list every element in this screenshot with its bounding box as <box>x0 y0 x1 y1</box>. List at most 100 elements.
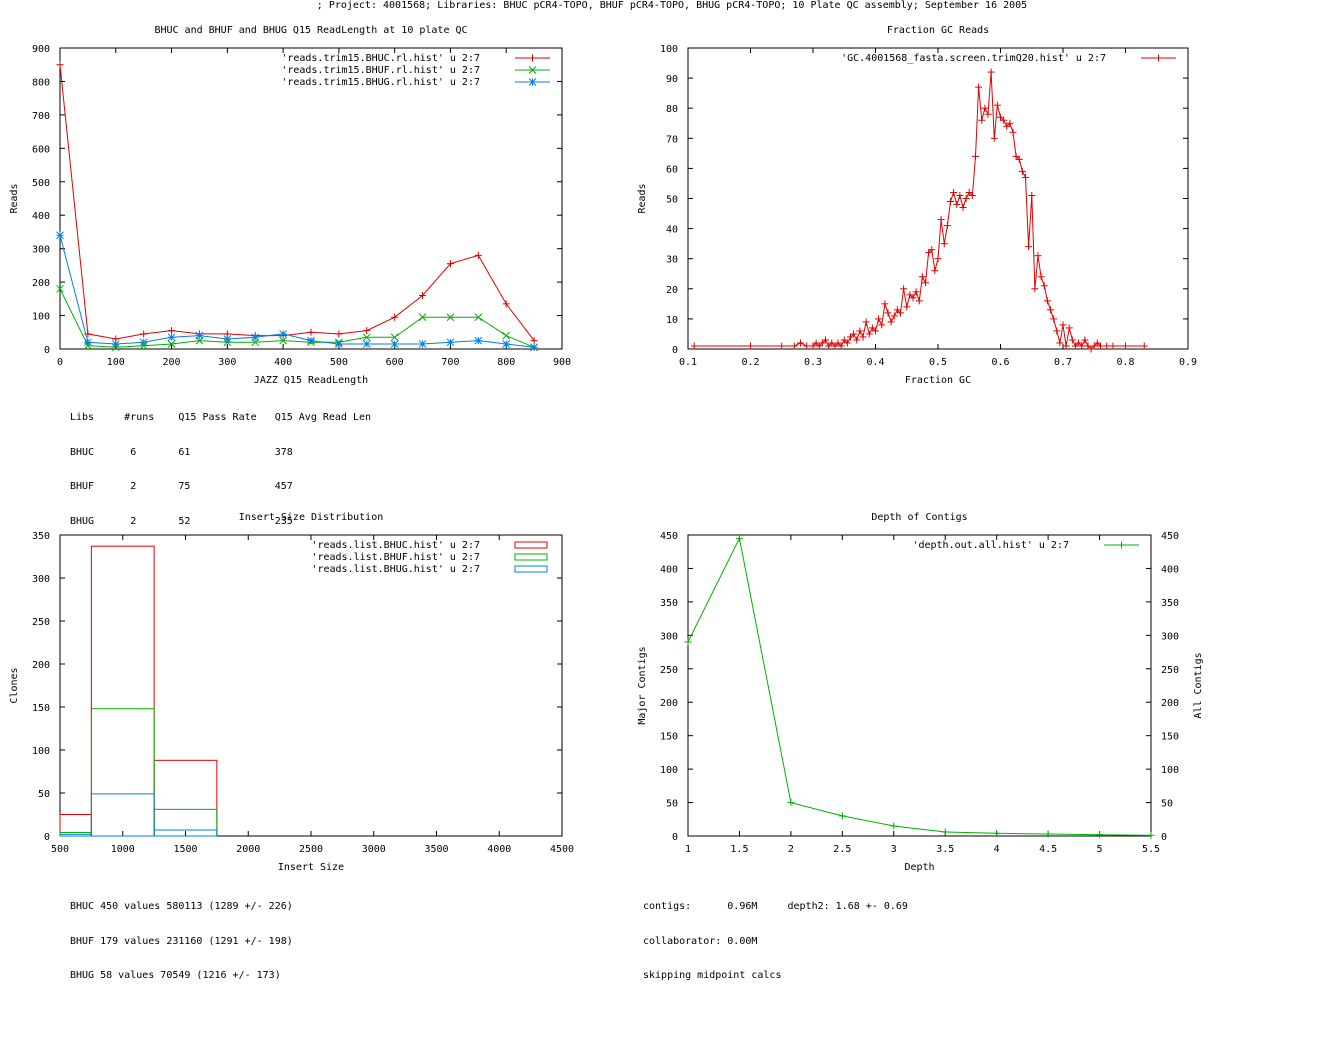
series-line <box>694 72 1145 350</box>
x-tick-label: 100 <box>107 357 125 368</box>
data-point <box>111 340 120 348</box>
data-point <box>1003 122 1011 130</box>
x-tick-label: 400 <box>274 357 292 368</box>
plot-frame <box>59 47 563 350</box>
data-point <box>790 342 798 350</box>
x-tick-label: 200 <box>163 357 181 368</box>
y-tick-label: 200 <box>32 278 50 289</box>
data-point <box>903 303 911 311</box>
data-point <box>1028 191 1036 199</box>
data-point <box>167 340 176 348</box>
y-tick-label: 300 <box>32 245 50 256</box>
y-axis-label: Clones <box>9 667 20 703</box>
data-point <box>418 340 427 348</box>
y-tick-label: 400 <box>660 564 678 575</box>
y-tick-label: 100 <box>32 312 50 323</box>
data-point <box>419 291 427 299</box>
y2-tick-label: 300 <box>1161 631 1179 642</box>
x-tick-label: 900 <box>553 357 571 368</box>
data-point <box>1097 342 1104 350</box>
data-point <box>847 333 854 341</box>
data-point <box>56 284 64 293</box>
data-point <box>139 338 148 347</box>
x-tick-label: 3000 <box>362 844 386 855</box>
y-tick-label: 40 <box>666 225 678 236</box>
data-point <box>1040 282 1048 290</box>
data-point <box>831 342 839 350</box>
x-tick-label: 300 <box>218 357 236 368</box>
y-axis-label: Reads <box>637 183 648 213</box>
y2-tick-label: 0 <box>1161 832 1167 843</box>
plot-frame <box>59 534 563 837</box>
data-point <box>1012 152 1020 160</box>
data-point <box>1000 116 1008 124</box>
chart-title: BHUC and BHUF and BHUG Q15 ReadLength at… <box>154 25 467 36</box>
data-point <box>993 829 1001 837</box>
data-point <box>502 340 511 348</box>
data-point <box>906 291 914 299</box>
x-tick-label: 4.5 <box>1039 844 1057 855</box>
data-point <box>997 113 1004 121</box>
data-point <box>1084 342 1092 350</box>
x-tick-label: 5.5 <box>1142 844 1160 855</box>
data-point <box>530 337 538 345</box>
depth-stats-row: collaborator: 0.00M <box>643 935 758 947</box>
x-axis-label: Depth <box>904 862 934 873</box>
data-point <box>875 315 883 323</box>
series-line <box>59 64 535 341</box>
data-point <box>1015 155 1023 163</box>
data-point <box>918 273 926 281</box>
x-tick-label: 5 <box>1097 844 1103 855</box>
data-point <box>934 255 942 263</box>
x-tick-label: 1 <box>685 844 691 855</box>
data-point <box>990 134 998 142</box>
data-point <box>968 191 976 199</box>
x-tick-label: 0.7 <box>1054 357 1072 368</box>
x-tick-label: 0 <box>57 357 63 368</box>
y2-tick-label: 450 <box>1161 531 1179 542</box>
y-tick-label: 50 <box>38 789 50 800</box>
y-tick-label: 250 <box>660 665 678 676</box>
data-point <box>1034 252 1042 260</box>
data-point <box>1087 345 1095 353</box>
data-point <box>1047 306 1054 314</box>
data-point <box>502 300 510 308</box>
data-point <box>890 312 898 320</box>
data-point <box>797 339 804 347</box>
data-point <box>223 335 232 343</box>
data-point <box>1081 336 1089 344</box>
data-point <box>872 327 879 335</box>
y-tick-label: 0 <box>672 832 678 843</box>
y-tick-label: 30 <box>666 255 678 266</box>
data-point <box>84 338 92 347</box>
data-point <box>887 318 895 326</box>
histogram-bar <box>153 829 218 837</box>
data-point <box>865 330 873 338</box>
y-tick-label: 500 <box>32 178 50 189</box>
data-point <box>390 340 399 348</box>
y-tick-label: 250 <box>32 617 50 628</box>
data-point <box>446 313 455 322</box>
data-point <box>279 336 287 345</box>
plot-frame <box>687 47 1189 350</box>
data-point <box>1093 339 1101 347</box>
legend-entry: 'reads.trim15.BHUG.rl.hist' u 2:7 <box>281 77 480 88</box>
data-point <box>362 340 371 348</box>
data-point <box>815 342 823 350</box>
y2-tick-label: 250 <box>1161 665 1179 676</box>
chart-title: Fraction GC Reads <box>887 25 989 36</box>
data-point <box>1050 315 1058 323</box>
data-point <box>912 288 920 296</box>
data-point <box>959 204 967 212</box>
y2-tick-label: 100 <box>1161 765 1179 776</box>
x-tick-label: 2000 <box>236 844 260 855</box>
data-point <box>1022 173 1029 181</box>
chart-title: Insert Size Distribution <box>239 512 384 523</box>
data-point <box>1147 831 1155 839</box>
data-point <box>474 313 483 322</box>
data-point <box>937 216 945 224</box>
x-tick-label: 4000 <box>487 844 511 855</box>
chart-title: Depth of Contigs <box>871 512 967 523</box>
data-point <box>747 342 754 350</box>
y-tick-label: 350 <box>32 531 50 542</box>
